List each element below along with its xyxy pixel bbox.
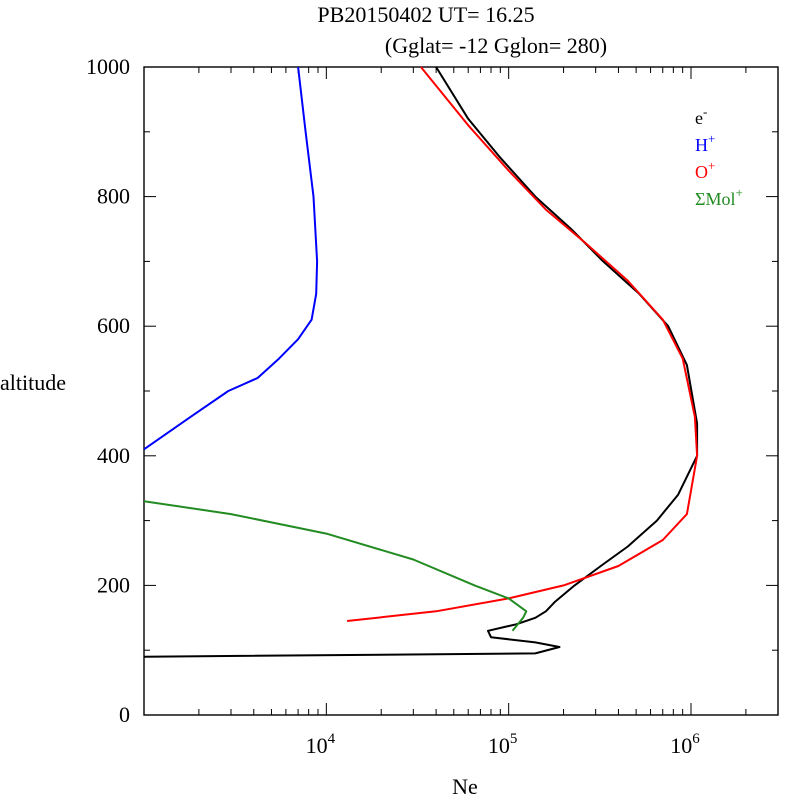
series-lines [143,66,699,658]
series-line-h [143,66,319,451]
x-tick-label: 106 [670,731,700,758]
x-tick-labels: 104 105 106 [306,731,701,758]
x-tick-label: 105 [488,731,518,758]
legend-entry-o: O+ [695,158,715,182]
y-tick-label: 0 [119,702,130,727]
y-tick-label: 1000 [86,54,130,79]
series-line-o [346,66,699,622]
plot-frame [143,66,779,716]
x-tick-label: 104 [306,731,336,758]
chart-title: PB20150402 UT= 16.25 [317,2,534,27]
y-tick-labels: 0 200 400 600 800 1000 [86,54,130,727]
y-tick-label: 600 [97,313,130,338]
legend: e- H+ O+ ΣMol+ [695,104,743,209]
y-tick-label: 400 [97,443,130,468]
axis-ticks [143,66,779,716]
legend-entry-mol: ΣMol+ [695,185,743,209]
series-line-mol [143,500,528,632]
chart-subtitle: (Gglat= -12 Gglon= 280) [385,33,607,58]
x-axis-label: Ne [452,774,478,796]
y-axis-label: altitude [0,370,66,395]
y-tick-label: 800 [97,184,130,209]
legend-entry-h: H+ [695,131,715,155]
y-tick-label: 200 [97,572,130,597]
legend-entry-e: e- [695,104,707,128]
